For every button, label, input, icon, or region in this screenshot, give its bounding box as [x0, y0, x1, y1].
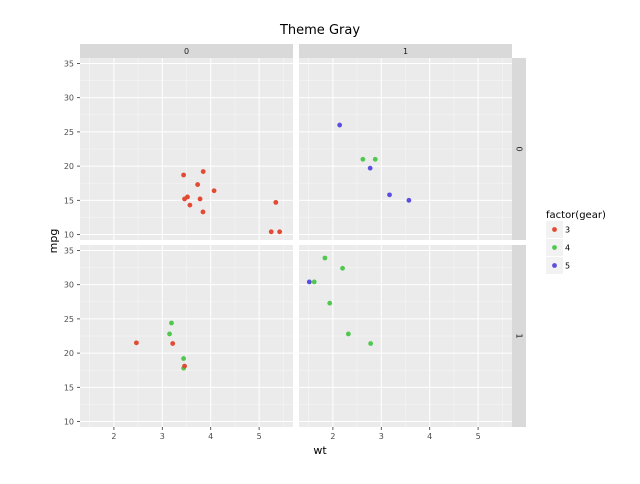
legend-key-point [552, 263, 557, 268]
data-point [387, 192, 392, 198]
data-point [337, 122, 343, 128]
data-point [311, 279, 317, 285]
data-point [406, 197, 412, 203]
data-point [181, 356, 186, 361]
data-point [211, 188, 217, 194]
facet-strip-col-1: 1 [299, 44, 512, 58]
legend-entry-4: 4 [546, 239, 570, 256]
facet-strip-row-bg [512, 245, 526, 427]
data-point [327, 300, 333, 306]
panel-points-0-0 [181, 169, 283, 235]
data-point [182, 363, 187, 369]
y-tick-label: 20 [64, 162, 74, 171]
data-point [167, 331, 172, 337]
legend-entry-5: 5 [546, 257, 570, 274]
x-tick-label: 5 [476, 432, 481, 441]
data-point [133, 340, 139, 346]
facet-strip-row-0: 0 [512, 58, 526, 240]
data-point [368, 341, 374, 346]
data-point [181, 172, 186, 178]
legend: factor(gear) 3 4 5 [546, 210, 606, 274]
data-point [187, 202, 193, 208]
data-point [195, 182, 201, 187]
panel-points-1-1 [306, 255, 374, 346]
x-tick-label: 2 [111, 432, 116, 441]
facet-strip-row-label: 0 [515, 146, 524, 151]
legend-entry-label: 3 [565, 226, 570, 235]
legend-entries: 3 4 5 [546, 221, 570, 274]
x-axis-label: wt [313, 444, 327, 457]
data-point [360, 156, 366, 162]
y-axis-label: mpg [47, 229, 60, 254]
facet-strip-col-bg [299, 44, 512, 58]
data-point [277, 229, 283, 235]
y-tick-label: 35 [64, 59, 74, 68]
facet-strip-col-label: 1 [403, 47, 408, 56]
x-tick-label: 4 [208, 432, 213, 441]
y-tick-label: 15 [64, 196, 74, 205]
panel-points-1-0 [133, 320, 187, 371]
facet-strip-col-label: 0 [184, 47, 189, 56]
legend-key-point [552, 245, 557, 250]
y-tick-label: 30 [64, 281, 74, 290]
legend-key-point [552, 227, 557, 232]
data-point [200, 209, 206, 215]
x-tick-label: 4 [427, 432, 432, 441]
facet-strip-col-0: 0 [80, 44, 293, 58]
x-tick-label: 2 [330, 432, 335, 441]
data-point [345, 331, 351, 337]
y-tick-label: 25 [64, 128, 74, 137]
x-tick-label: 3 [160, 432, 165, 441]
data-point [169, 320, 174, 326]
x-tick-label: 3 [379, 432, 384, 441]
legend-entry-3: 3 [546, 221, 570, 238]
panel-0-1 [299, 58, 512, 240]
legend-entry-label: 4 [565, 244, 570, 253]
y-tick-label: 25 [64, 315, 74, 324]
data-point [340, 265, 345, 271]
y-tick-label: 10 [64, 231, 74, 240]
y-tick-label: 15 [64, 383, 74, 392]
data-point [273, 199, 279, 205]
y-tick-label: 35 [64, 246, 74, 255]
data-point [197, 196, 203, 202]
y-tick-label: 30 [64, 94, 74, 103]
data-point [268, 229, 274, 235]
facet-strip-row-bg [512, 58, 526, 240]
y-tick-label: 10 [64, 418, 74, 427]
legend-entry-label: 5 [565, 262, 570, 271]
data-point [200, 169, 206, 174]
panel-points-0-1 [337, 122, 412, 203]
data-point [367, 165, 373, 171]
y-tick-label: 20 [64, 349, 74, 358]
data-point [372, 156, 378, 162]
facet-strip-row-label: 1 [515, 333, 524, 338]
data-point [170, 341, 176, 346]
chart-title: Theme Gray [279, 23, 360, 38]
facet-strip-col-bg [80, 44, 293, 58]
panel-1-0: 10 15 20 25 30 35 2 3 4 5 [64, 245, 293, 441]
facet-strip-row-1: 1 [512, 245, 526, 427]
x-tick-label: 5 [257, 432, 262, 441]
panel-0-0: 10 15 20 25 30 35 [64, 58, 293, 240]
panel-1-1: 2 3 4 5 [299, 245, 512, 441]
data-point [306, 279, 312, 285]
data-point [185, 194, 190, 200]
data-point [322, 255, 328, 261]
legend-title: factor(gear) [546, 210, 606, 221]
